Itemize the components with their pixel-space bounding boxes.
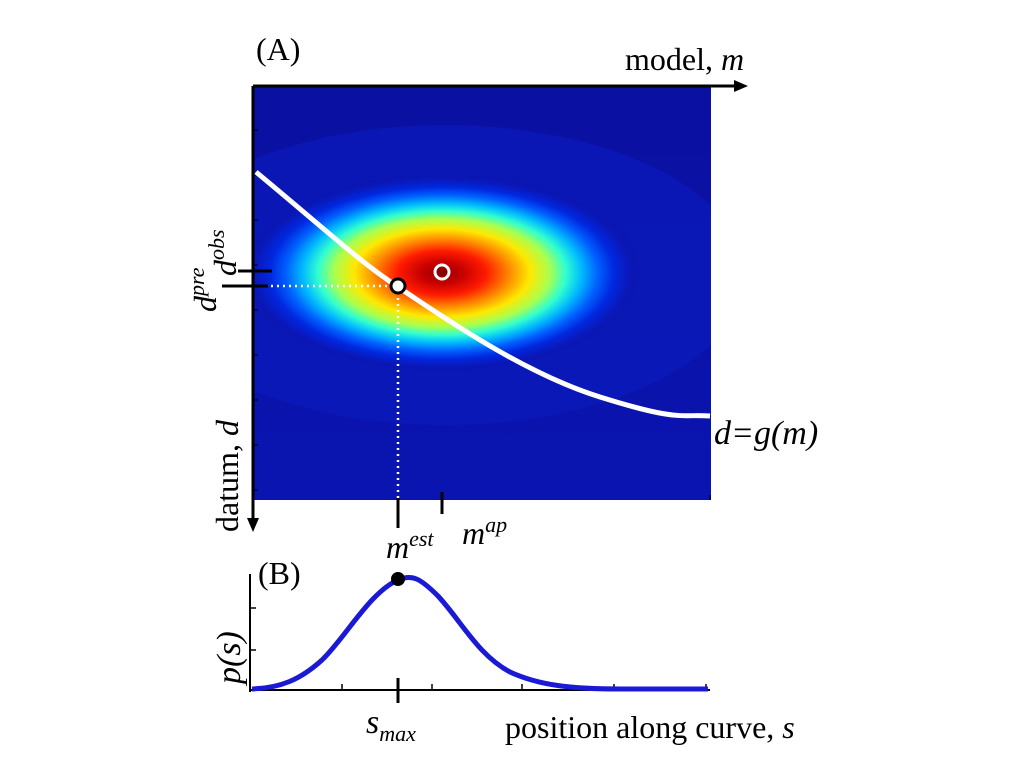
p-s-curve <box>251 574 708 692</box>
p-s-axis-ticks <box>250 607 256 651</box>
model-axis-arrow <box>734 80 748 92</box>
m-est-label: mest <box>386 526 434 565</box>
axes <box>247 80 748 532</box>
panel-b-label: (B) <box>258 555 301 591</box>
axis-minor-ticks <box>253 129 711 500</box>
panel-b: (B) p(s) smax position along curve, s <box>211 555 795 746</box>
panel-a: (A) <box>184 31 818 565</box>
s-max-label: smax <box>366 704 416 746</box>
d-obs-label: dobs <box>204 229 243 276</box>
curve-d-equals-g-of-m <box>254 170 711 419</box>
estimate-point <box>389 277 407 295</box>
datum-axis-label: datum, d <box>209 419 245 532</box>
model-axis-label: model, m <box>625 41 744 77</box>
s-axis-label: position along curve, s <box>505 709 795 745</box>
datum-axis-arrow <box>247 518 259 532</box>
panel-a-label: (A) <box>256 31 300 67</box>
probability-heatmap <box>253 86 711 500</box>
p-s-label: p(s) <box>211 631 248 686</box>
s-max-point <box>391 572 405 586</box>
projection-lines <box>253 284 400 500</box>
d-pre-label: dpre <box>184 267 223 312</box>
curve-label: d=g(m) <box>714 415 818 452</box>
a-priori-point <box>433 263 451 281</box>
m-ap-label: map <box>462 512 507 551</box>
